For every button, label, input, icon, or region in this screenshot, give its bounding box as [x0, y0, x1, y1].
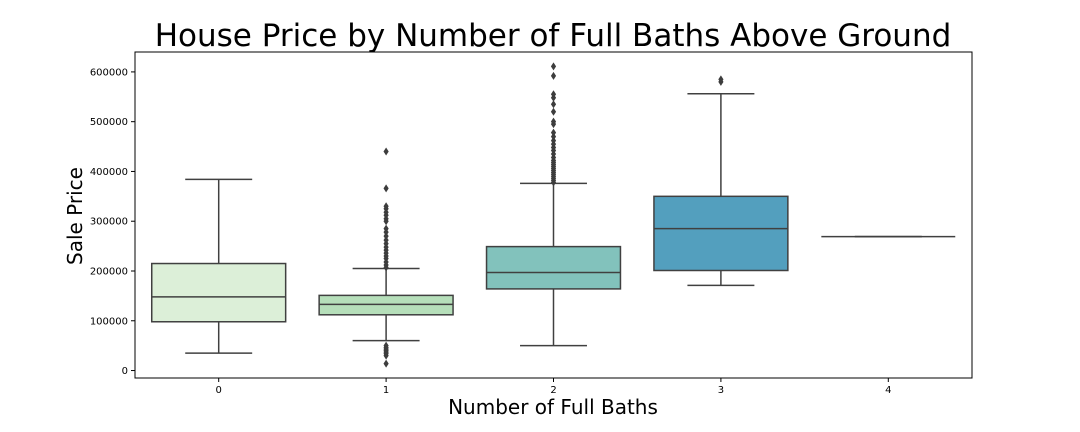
y-axis-label: Sale Price	[63, 167, 87, 265]
y-tick-label: 0	[122, 366, 128, 377]
outlier-point	[550, 117, 557, 126]
outlier-point	[550, 62, 557, 71]
outlier-point	[550, 90, 557, 99]
box	[150, 262, 287, 323]
x-tick-label: 1	[383, 385, 389, 396]
y-tick-label: 400000	[90, 167, 128, 178]
y-tick-label: 600000	[90, 67, 128, 78]
x-axis-label: Number of Full Baths	[448, 395, 658, 419]
box	[485, 245, 622, 290]
y-tick-label: 300000	[90, 217, 128, 228]
outlier-point	[383, 202, 389, 211]
outlier-point	[550, 100, 557, 109]
outlier-point	[718, 75, 724, 84]
x-tick-label: 0	[216, 385, 222, 396]
y-tick-label: 100000	[90, 316, 128, 327]
outlier-point	[383, 359, 389, 368]
chart-title: House Price by Number of Full Baths Abov…	[155, 18, 952, 54]
x-tick-label: 4	[885, 385, 891, 396]
y-tick-label: 200000	[90, 266, 128, 277]
outlier-point	[383, 224, 389, 233]
y-tick-label: 500000	[90, 117, 128, 128]
outlier-point	[383, 184, 389, 193]
box	[653, 195, 789, 272]
x-tick-label: 3	[718, 385, 724, 396]
outlier-point	[383, 147, 389, 156]
outlier-point	[550, 107, 557, 116]
plot-area: 0 100000 200000 300000 400000 500000 600000 0 1 2…	[90, 51, 973, 396]
outlier-point	[550, 128, 557, 137]
outlier-point	[383, 341, 389, 350]
outlier-point	[550, 71, 557, 80]
x-tick-label: 2	[550, 385, 556, 396]
